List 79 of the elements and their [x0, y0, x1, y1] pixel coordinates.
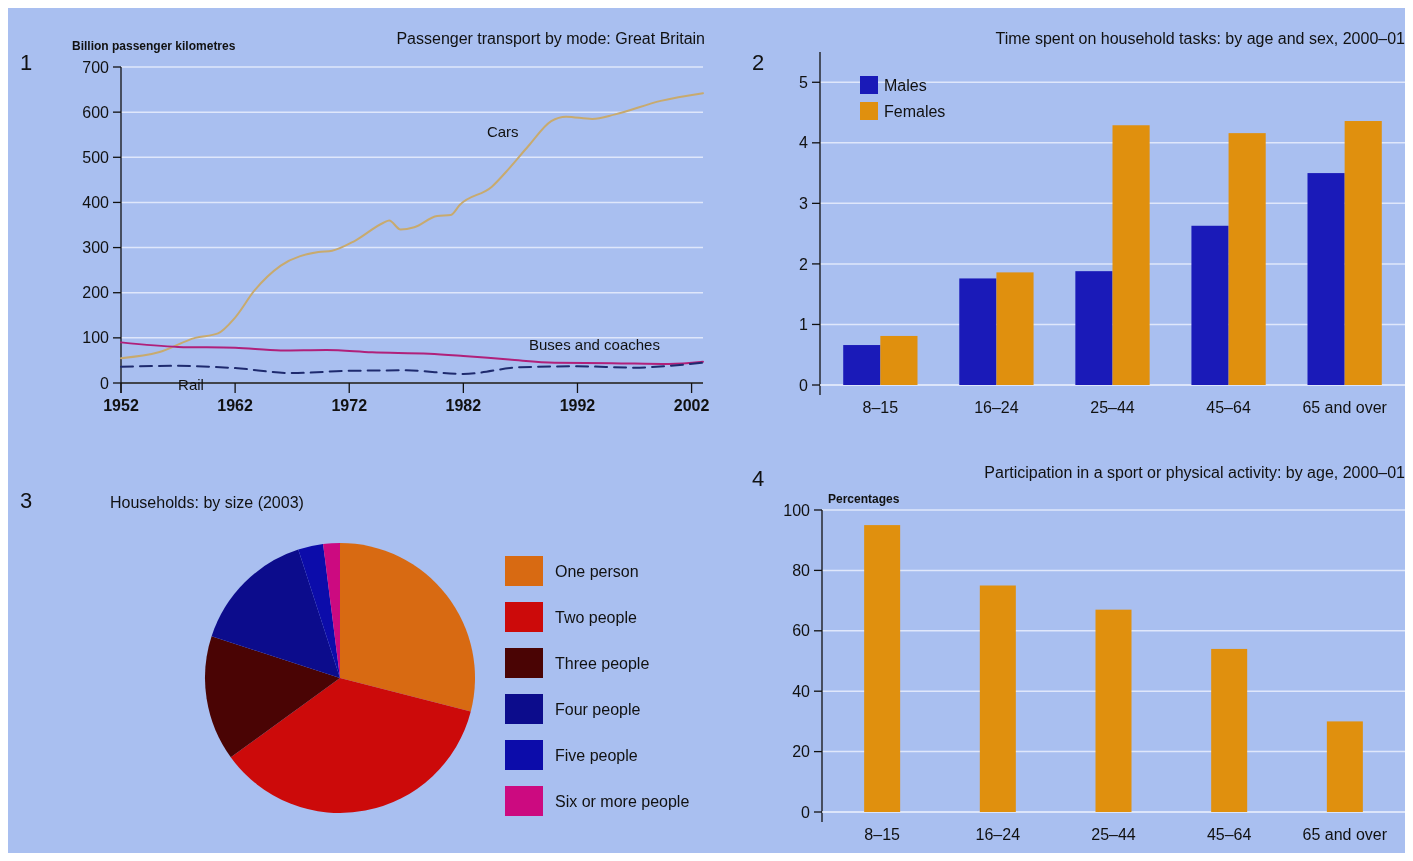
chart-title: Passenger transport by mode: Great Britain	[396, 30, 705, 47]
pie-slice	[298, 544, 340, 678]
y-tick-label: 100	[82, 329, 110, 347]
x-tick-label: 45–64	[1206, 826, 1252, 843]
y-tick-label: 0	[801, 803, 811, 821]
line-series	[120, 341, 704, 366]
y-tick-label: 300	[82, 239, 110, 257]
bar	[959, 278, 997, 385]
x-tick-label: 65 and over	[1302, 399, 1388, 416]
x-tick-label: 8–15	[864, 826, 901, 843]
x-tick-label: 1962	[217, 397, 254, 414]
text: 3	[20, 488, 33, 513]
bar	[1326, 721, 1363, 812]
legend-label: Two people	[555, 608, 637, 626]
y-tick-label: 0	[799, 376, 809, 394]
x-tick-label: 16–24	[975, 826, 1021, 843]
x-tick-label: 1982	[445, 397, 482, 414]
text: 1	[20, 50, 33, 75]
x-tick-label: 25–44	[1091, 826, 1136, 843]
y-tick-label: 400	[82, 194, 110, 212]
x-tick-label: 1972	[331, 397, 368, 414]
y-tick-label: 100	[783, 501, 811, 519]
bar	[1191, 225, 1229, 385]
x-tick-label: 1952	[103, 397, 139, 414]
series-label: Cars	[486, 122, 519, 140]
y-tick-label: 200	[82, 284, 110, 302]
legend-label: Three people	[555, 654, 650, 672]
y-tick-label: 3	[799, 194, 809, 212]
bar	[996, 272, 1034, 385]
bar	[1095, 609, 1132, 812]
chart-title: Time spent on household tasks: by age and sex, 2000–01	[995, 30, 1406, 47]
pie-slice	[230, 678, 471, 813]
y-tick-label: 4	[799, 134, 809, 152]
legend-label: Females	[884, 102, 946, 120]
y-tick-label: 1	[799, 316, 809, 334]
x-tick-label: 65 and over	[1302, 826, 1388, 843]
bar	[1228, 133, 1266, 385]
bar	[880, 335, 918, 385]
legend-label: Six or more people	[555, 792, 690, 810]
bar	[1344, 121, 1382, 385]
x-tick-label: 8–15	[862, 399, 899, 416]
text: 4	[752, 466, 765, 491]
y-tick-label: 0	[100, 374, 110, 392]
pie-slice	[205, 636, 340, 758]
line-series	[120, 361, 704, 375]
y-tick-label: 80	[792, 562, 811, 579]
line-series	[120, 92, 704, 360]
y-tick-label: 40	[792, 682, 811, 700]
legend-label: Males	[884, 76, 927, 94]
legend-label: Four people	[555, 700, 641, 718]
bar	[1112, 125, 1150, 385]
y-tick-label: 600	[82, 103, 110, 121]
pie-slice	[340, 543, 475, 712]
x-tick-label: 16–24	[974, 399, 1019, 416]
y-tick-label: 20	[792, 743, 811, 761]
bar	[1075, 271, 1113, 385]
bar	[864, 525, 901, 812]
legend-label: One person	[555, 562, 639, 580]
series-label: Buses and coaches	[529, 335, 660, 353]
x-tick-label: 45–64	[1206, 399, 1251, 416]
y-tick-label: 700	[82, 58, 110, 76]
chart-title: Participation in a sport or physical activity: by age, 2000–01	[984, 464, 1406, 481]
bar	[843, 345, 881, 385]
x-tick-label: 2002	[673, 397, 710, 414]
bar	[1211, 648, 1248, 812]
y-tick-label: 60	[792, 622, 811, 640]
y-tick-label: 500	[82, 148, 110, 166]
bar	[979, 585, 1016, 812]
text: 2	[752, 50, 765, 75]
pie-slice	[211, 549, 340, 678]
y-axis-title: Percentages	[828, 492, 900, 506]
y-tick-label: 5	[799, 73, 809, 91]
bar	[1307, 173, 1345, 385]
y-tick-label: 2	[799, 255, 809, 273]
y-axis-title: Billion passenger kilometres	[72, 39, 236, 53]
legend-label: Five people	[555, 746, 638, 764]
x-tick-label: 1992	[559, 397, 596, 414]
x-tick-label: 25–44	[1090, 399, 1135, 416]
chart-title: Households: by size (2003)	[110, 494, 304, 511]
